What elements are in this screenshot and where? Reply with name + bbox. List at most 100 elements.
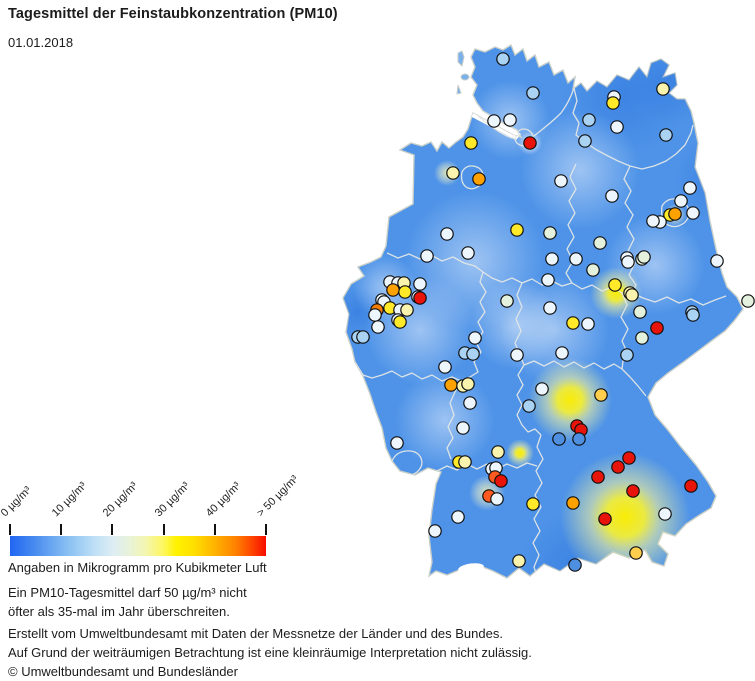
station-dot[interactable] — [463, 396, 477, 410]
station-dot[interactable] — [543, 301, 557, 315]
station-dot[interactable] — [598, 512, 612, 526]
station-dot[interactable] — [526, 86, 540, 100]
station-dot[interactable] — [503, 113, 517, 127]
station-dot[interactable] — [356, 330, 370, 344]
station-dot[interactable] — [674, 194, 688, 208]
station-dot[interactable] — [572, 432, 586, 446]
station-dot[interactable] — [413, 277, 427, 291]
station-dot[interactable] — [386, 283, 400, 297]
station-dot[interactable] — [578, 134, 592, 148]
station-dot[interactable] — [472, 172, 486, 186]
station-dot[interactable] — [451, 510, 465, 524]
station-dot[interactable] — [656, 82, 670, 96]
station-dot[interactable] — [686, 206, 700, 220]
station-dot[interactable] — [581, 317, 595, 331]
station-dot[interactable] — [526, 497, 540, 511]
station-dot[interactable] — [566, 496, 580, 510]
station-dot[interactable] — [659, 128, 673, 142]
north-sea-islands — [456, 50, 470, 95]
station-dot[interactable] — [566, 316, 580, 330]
station-dot[interactable] — [413, 291, 427, 305]
station-dot[interactable] — [586, 263, 600, 277]
station-dot[interactable] — [466, 347, 480, 361]
station-dot[interactable] — [591, 470, 605, 484]
station-dot[interactable] — [555, 346, 569, 360]
footer-copyright: © Umweltbundesamt und Bundesländer — [8, 664, 238, 679]
station-dot[interactable] — [552, 432, 566, 446]
page-title: Tagesmittel der Feinstaubkonzentration (… — [8, 6, 338, 22]
station-dot[interactable] — [461, 377, 475, 391]
station-dot[interactable] — [522, 399, 536, 413]
station-dot[interactable] — [368, 308, 382, 322]
pollution-hotspot — [590, 267, 642, 319]
station-dot[interactable] — [468, 331, 482, 345]
station-dot[interactable] — [458, 455, 472, 469]
station-dot[interactable] — [637, 250, 651, 264]
station-dot[interactable] — [420, 249, 434, 263]
station-dot[interactable] — [496, 52, 510, 66]
station-dot[interactable] — [510, 348, 524, 362]
scale-tick-label: 20 µg/m³ — [101, 479, 141, 520]
station-dot[interactable] — [554, 174, 568, 188]
scale-tick — [9, 524, 11, 535]
station-dot[interactable] — [710, 254, 724, 268]
station-dot[interactable] — [541, 273, 555, 287]
station-dot[interactable] — [582, 113, 596, 127]
station-dot[interactable] — [494, 474, 508, 488]
station-dot[interactable] — [594, 388, 608, 402]
map-date: 01.01.2018 — [8, 35, 74, 50]
station-dot[interactable] — [510, 223, 524, 237]
station-dot[interactable] — [461, 246, 475, 260]
station-dot[interactable] — [629, 546, 643, 560]
station-dot[interactable] — [490, 492, 504, 506]
station-dot[interactable] — [398, 285, 412, 299]
station-dot[interactable] — [668, 207, 682, 221]
station-dot[interactable] — [569, 252, 583, 266]
station-dot[interactable] — [658, 507, 672, 521]
station-dot[interactable] — [371, 320, 385, 334]
station-dot[interactable] — [456, 421, 470, 435]
station-dot[interactable] — [611, 460, 625, 474]
station-dot[interactable] — [606, 96, 620, 110]
station-dot[interactable] — [620, 348, 634, 362]
station-dot[interactable] — [610, 120, 624, 134]
station-dot[interactable] — [487, 114, 501, 128]
station-dot[interactable] — [545, 252, 559, 266]
station-dot[interactable] — [683, 181, 697, 195]
station-dot[interactable] — [535, 382, 549, 396]
station-dot[interactable] — [593, 236, 607, 250]
station-dot[interactable] — [464, 136, 478, 150]
station-dot[interactable] — [568, 558, 582, 572]
station-dot[interactable] — [646, 214, 660, 228]
station-dot[interactable] — [400, 303, 414, 317]
station-dot[interactable] — [650, 321, 664, 335]
station-dot[interactable] — [523, 136, 537, 150]
station-dot[interactable] — [635, 331, 649, 345]
station-dot[interactable] — [686, 308, 700, 322]
station-dot[interactable] — [543, 226, 557, 240]
station-dot[interactable] — [625, 288, 639, 302]
station-dot[interactable] — [512, 554, 526, 568]
station-dot[interactable] — [446, 166, 460, 180]
station-dot[interactable] — [684, 479, 698, 493]
source-footer: Erstellt vom Umweltbundesamt mit Daten d… — [8, 624, 532, 681]
station-dot[interactable] — [393, 315, 407, 329]
germany-pm10-map — [325, 25, 755, 625]
station-dot[interactable] — [608, 278, 622, 292]
station-dot[interactable] — [390, 436, 404, 450]
station-dot[interactable] — [605, 189, 619, 203]
station-dot[interactable] — [622, 451, 636, 465]
station-dot[interactable] — [621, 255, 635, 269]
station-dot[interactable] — [428, 524, 442, 538]
station-dot[interactable] — [633, 305, 647, 319]
note-line-2: öfter als 35-mal im Jahr überschreiten. — [8, 604, 230, 619]
scale-tick — [60, 524, 63, 535]
station-dot[interactable] — [491, 445, 505, 459]
station-dot[interactable] — [500, 294, 514, 308]
station-dot[interactable] — [440, 227, 454, 241]
station-dot[interactable] — [438, 360, 452, 374]
station-dot[interactable] — [626, 484, 640, 498]
scale-tick — [265, 524, 267, 535]
station-dot[interactable] — [444, 378, 458, 392]
station-dot[interactable] — [741, 294, 755, 308]
